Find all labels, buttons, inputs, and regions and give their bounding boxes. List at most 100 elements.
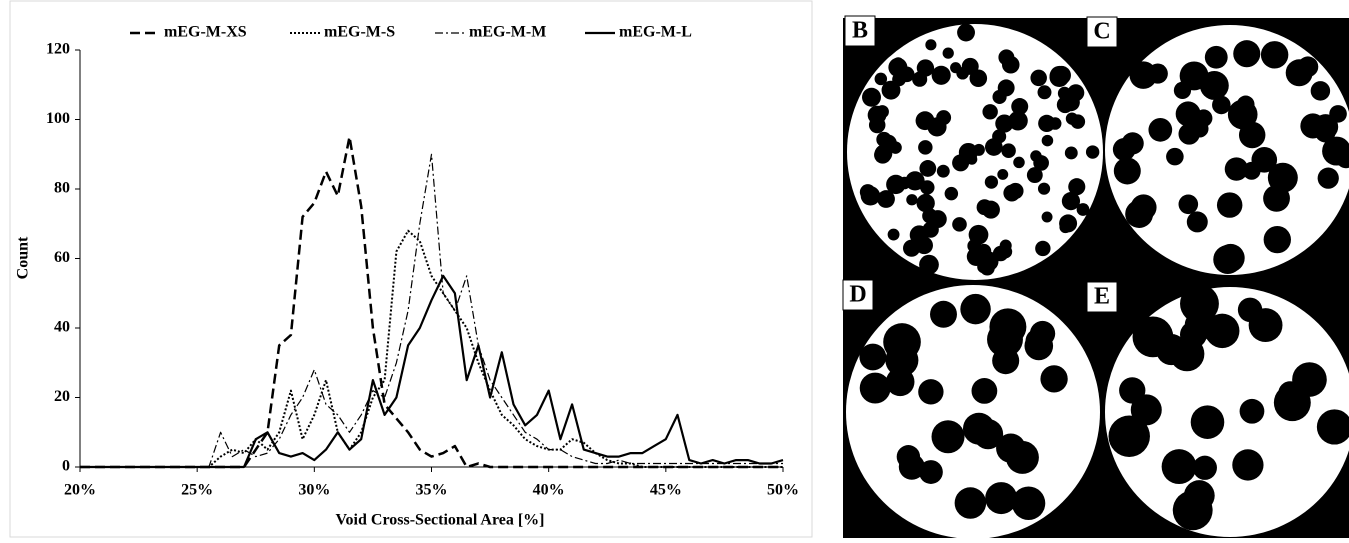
particle	[1316, 409, 1349, 445]
panel-label-box	[1086, 16, 1118, 48]
particle	[916, 59, 935, 77]
image-disc	[1105, 25, 1349, 275]
particle	[997, 169, 1009, 180]
legend-label: mEG-M-M	[469, 24, 546, 41]
particle	[1175, 101, 1201, 127]
particle	[1011, 98, 1029, 116]
particle	[952, 217, 967, 232]
y-tick-label: 0	[62, 458, 70, 475]
particle	[1026, 167, 1043, 184]
particle	[1009, 115, 1023, 128]
particle	[944, 186, 959, 201]
particle	[1037, 85, 1052, 100]
y-tick-label: 40	[54, 319, 70, 336]
particle	[859, 184, 876, 201]
particle	[1064, 146, 1078, 160]
particle	[903, 239, 921, 257]
particle	[1178, 123, 1200, 145]
particle	[874, 72, 888, 86]
particle	[1001, 143, 1016, 158]
particle	[984, 138, 1003, 156]
x-tick-label: 45%	[650, 482, 682, 499]
particle	[1310, 81, 1331, 101]
particle	[972, 143, 985, 156]
particle	[898, 176, 911, 190]
particle	[1161, 449, 1197, 485]
panel-label-box	[842, 279, 874, 311]
particle	[874, 146, 892, 164]
y-tick-label: 100	[46, 110, 70, 127]
y-tick-label: 20	[54, 388, 70, 405]
particle	[1068, 178, 1086, 196]
particle	[1130, 394, 1162, 426]
particle	[1216, 192, 1243, 218]
particle	[1125, 200, 1154, 228]
particle	[1007, 182, 1024, 200]
particle	[982, 104, 998, 120]
particle	[915, 111, 935, 131]
particle	[992, 347, 1020, 375]
panel-label: B	[852, 18, 868, 44]
particle	[1148, 117, 1173, 142]
particle	[905, 171, 925, 191]
particle	[1204, 313, 1240, 349]
particle	[1030, 69, 1047, 87]
particle	[1065, 112, 1079, 125]
particle	[1336, 148, 1349, 169]
x-tick-label: 25%	[181, 482, 213, 499]
particle	[972, 419, 1004, 450]
panel-label-box	[1086, 281, 1118, 313]
particle	[883, 323, 921, 361]
particle	[1212, 95, 1231, 115]
particle	[1233, 40, 1261, 68]
particle	[1237, 297, 1263, 323]
particle	[971, 378, 998, 404]
particle	[877, 190, 895, 208]
particle	[1213, 244, 1243, 274]
particle	[1292, 362, 1327, 397]
panel-label: D	[849, 282, 866, 308]
particle	[1239, 398, 1265, 424]
particle	[1011, 486, 1046, 520]
particle	[1037, 182, 1051, 195]
particle	[930, 300, 957, 328]
particle	[1260, 41, 1289, 69]
particle	[1113, 157, 1141, 185]
particle	[1132, 316, 1174, 358]
x-tick-label: 30%	[298, 482, 330, 499]
particle	[1025, 328, 1050, 353]
particle	[1183, 480, 1215, 512]
particle	[859, 343, 887, 371]
particle	[896, 445, 921, 469]
particle	[1048, 117, 1062, 130]
particle	[936, 164, 950, 178]
y-tick-label: 80	[54, 180, 70, 197]
particle	[997, 79, 1015, 97]
particle	[931, 420, 965, 454]
particle	[1001, 55, 1020, 74]
particle	[978, 251, 999, 272]
y-tick-label: 60	[54, 249, 70, 266]
x-tick-label: 50%	[767, 482, 799, 499]
x-tick-label: 20%	[64, 482, 96, 499]
particle	[881, 80, 901, 100]
particle	[1040, 365, 1068, 393]
particle	[1178, 194, 1199, 215]
particle	[898, 66, 915, 83]
plot: 0 20 40 60 80 100 120 20% 25% 30% 35% 40% 45% 50% mEG-…	[46, 24, 799, 499]
particle	[1129, 61, 1158, 89]
x-tick-label: 35%	[416, 482, 448, 499]
particle	[916, 193, 935, 213]
particle	[862, 87, 881, 107]
particle	[922, 208, 938, 224]
y-tick-label: 120	[46, 41, 70, 58]
legend-label: mEG-M-S	[324, 24, 395, 41]
particle	[1314, 121, 1336, 143]
particle	[956, 66, 969, 80]
particle	[969, 69, 988, 88]
particle	[919, 160, 937, 177]
particle	[996, 433, 1026, 463]
particle	[1199, 71, 1229, 100]
particle	[1297, 56, 1319, 78]
